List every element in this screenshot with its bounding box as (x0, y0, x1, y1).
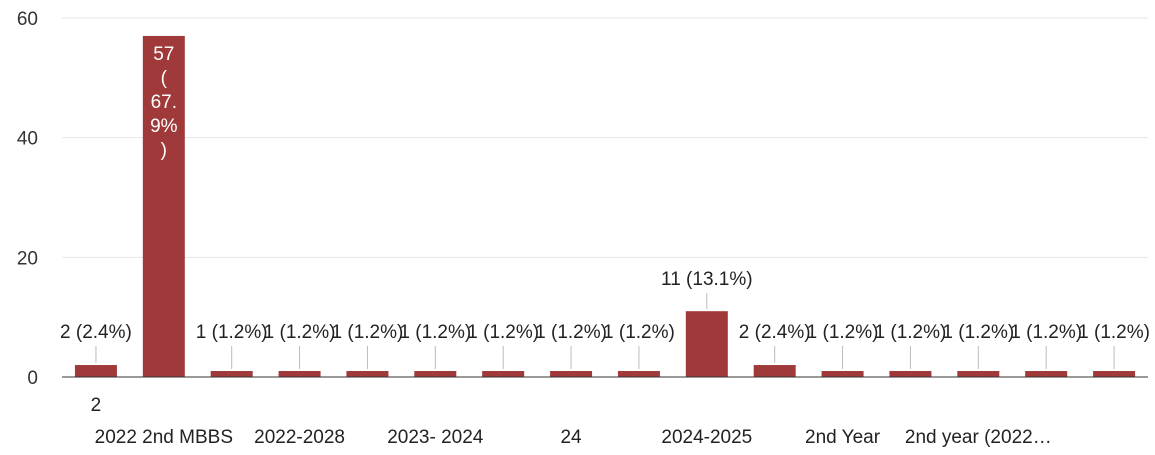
data-label: 1 (1.2%) (535, 322, 607, 343)
x-tick-label: 2024-2025 (661, 427, 752, 448)
data-label: 1 (1.2%) (1010, 322, 1082, 343)
bar (821, 371, 864, 377)
bar (753, 365, 796, 377)
data-label: 1 (1.2%) (467, 322, 539, 343)
bar (685, 311, 728, 377)
bar (74, 365, 117, 377)
bar (278, 371, 321, 377)
x-tick-label: 2023- 2024 (387, 427, 484, 448)
x-axis-ticks: 2 2022 2nd MBBS 2022-2028 2023- 2024 24 2024-… (91, 395, 1052, 448)
bar (889, 371, 932, 377)
y-axis-ticks: 0 20 40 60 (17, 9, 38, 389)
data-label: 11 (13.1%) (661, 269, 753, 290)
bar (210, 371, 253, 377)
data-label: 1 (1.2%) (332, 322, 404, 343)
x-tick-label: 2nd year (2022… (905, 427, 1052, 448)
y-tick-label: 0 (27, 368, 38, 389)
data-labels: 2 (2.4%)57(67. 9%)1 (1.2%)1 (1.2%)1 (1.2%… (60, 44, 1150, 370)
bar (482, 371, 525, 377)
x-tick-label: 2 (91, 395, 102, 416)
data-label: 1 (1.2%) (264, 322, 336, 343)
bar (346, 371, 389, 377)
y-tick-label: 60 (17, 9, 38, 30)
y-tick-label: 40 (17, 129, 38, 150)
bar (142, 35, 185, 377)
x-tick-label: 2022 2nd MBBS (95, 427, 233, 448)
data-label: 1 (1.2%) (807, 322, 879, 343)
bars (74, 35, 1136, 377)
data-label: 1 (1.2%) (196, 322, 268, 343)
data-label: 1 (1.2%) (1078, 322, 1150, 343)
data-label: 1 (1.2%) (942, 322, 1014, 343)
bar (1025, 371, 1068, 377)
x-tick-label: 2022-2028 (254, 427, 345, 448)
bar (617, 371, 660, 377)
bar (957, 371, 1000, 377)
y-tick-label: 20 (17, 248, 38, 269)
data-label: 2 (2.4%) (739, 322, 811, 343)
data-label: 1 (1.2%) (875, 322, 947, 343)
x-tick-label: 2nd Year (805, 427, 881, 448)
bar (414, 371, 457, 377)
data-label: 57(67. 9%) (150, 44, 178, 161)
gridlines (62, 17, 1148, 258)
x-tick-label: 24 (560, 427, 582, 448)
data-label: 2 (2.4%) (60, 322, 132, 343)
data-label: 1 (1.2%) (399, 322, 471, 343)
bar (1093, 371, 1136, 377)
data-label: 1 (1.2%) (603, 322, 675, 343)
bar (550, 371, 593, 377)
